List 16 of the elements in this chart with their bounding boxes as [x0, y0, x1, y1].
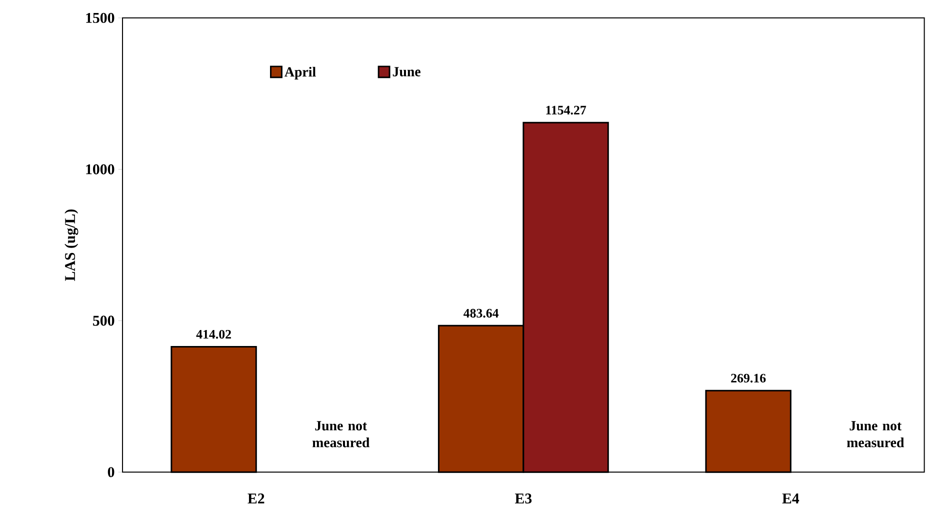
annotation: June not measured: [312, 421, 370, 448]
x-tick-label: E4: [782, 494, 800, 504]
y-tick-label: 500: [93, 316, 114, 326]
annotation: June not measured: [846, 421, 904, 448]
data-label: 483.64: [463, 308, 499, 318]
x-tick-label: E2: [248, 494, 264, 504]
legend-label: April: [284, 66, 316, 80]
y-tick-label: 1500: [86, 12, 114, 23]
y-tick-label: 1000: [86, 164, 114, 174]
y-tick-label: 0: [108, 467, 114, 478]
y-axis-title: LAS (ug/L): [64, 210, 78, 282]
data-label: 1154.27: [546, 106, 586, 115]
data-label: 414.02: [196, 330, 231, 339]
data-label: 269.16: [731, 374, 766, 383]
x-tick-label: E3: [514, 494, 532, 504]
legend-label: June: [392, 67, 420, 76]
